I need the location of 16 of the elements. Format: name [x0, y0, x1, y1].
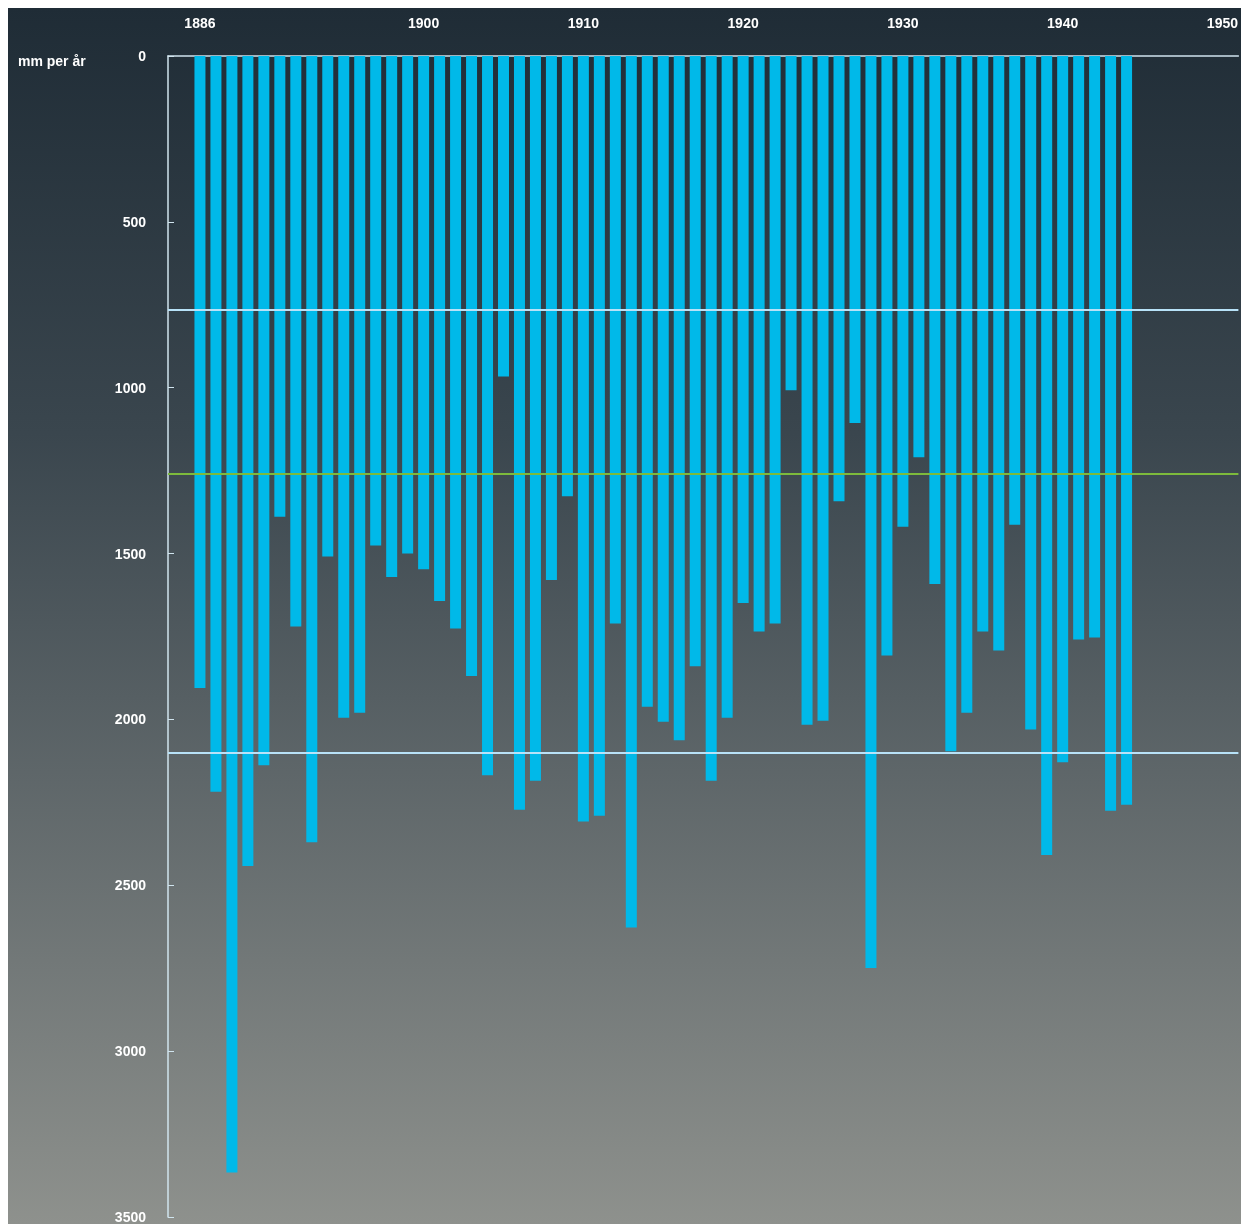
x-tick-label: 1940	[1047, 15, 1079, 31]
y-tick-label: 500	[122, 213, 147, 230]
y-tick-label: 1500	[114, 545, 147, 562]
y-tick-label: 3500	[114, 1209, 147, 1225]
x-tick-label: 1950	[1206, 15, 1239, 31]
x-tick-label: 1910	[567, 15, 600, 31]
y-axis-title: mm per år	[18, 53, 87, 69]
x-tick-label: 1920	[727, 15, 759, 31]
y-tick-label: 2500	[114, 877, 147, 894]
y-tick-label: 1000	[114, 379, 147, 396]
y-tick-label: 3000	[114, 1043, 147, 1060]
x-tick-label: 1900	[408, 15, 440, 31]
x-tick-label: 1886	[184, 15, 216, 31]
y-tick-label: 2000	[114, 711, 147, 728]
y-tick-label: 0	[138, 48, 147, 64]
x-tick-label: 1930	[887, 15, 919, 31]
